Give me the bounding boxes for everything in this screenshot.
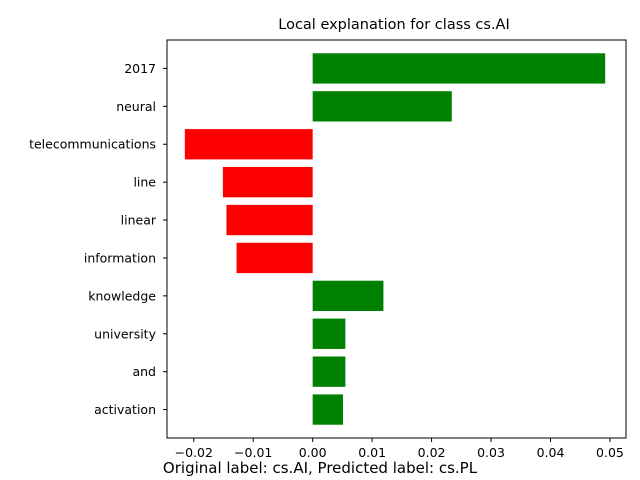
x-tick-label: 0.04 (537, 445, 565, 460)
bar-2017 (312, 53, 606, 84)
y-tick-label: neural (116, 99, 156, 114)
y-tick-label: and (132, 364, 156, 379)
x-tick-label: 0.00 (299, 445, 327, 460)
bar-university (312, 318, 346, 349)
y-tick-label: linear (121, 213, 157, 228)
y-tick-label: 2017 (124, 61, 156, 76)
bar-line (222, 166, 313, 198)
y-tick-label: university (94, 326, 156, 341)
bar-and (312, 356, 346, 387)
label-caption: Original label: cs.AI, Predicted label: … (162, 459, 478, 477)
bar-information (236, 242, 313, 274)
chart-title: Local explanation for class cs.AI (278, 17, 510, 33)
bar-knowledge (312, 280, 384, 312)
bars-group (184, 53, 606, 425)
y-tick-label: telecommunications (29, 137, 156, 152)
x-tick-label: 0.03 (477, 445, 505, 460)
y-tick-label: information (84, 250, 156, 265)
x-tick-label: 0.01 (358, 445, 386, 460)
y-axis-ticks: 2017 neural telecommunications line linear in… (29, 61, 167, 417)
bar-telecommunications (184, 129, 313, 160)
bar-linear (226, 204, 313, 236)
x-tick-label: 0.05 (596, 445, 624, 460)
bar-activation (312, 394, 343, 425)
y-tick-label: knowledge (88, 288, 156, 303)
y-tick-label: activation (94, 402, 156, 417)
x-axis-ticks: −0.02 −0.01 0.00 0.01 0.02 0.03 0.04 0.05 (175, 438, 624, 460)
x-tick-label: −0.02 (175, 445, 213, 460)
x-tick-label: −0.01 (234, 445, 272, 460)
plot-frame (166, 39, 627, 439)
y-tick-label: line (133, 175, 156, 190)
bar-neural (312, 91, 452, 122)
x-tick-label: 0.02 (418, 445, 446, 460)
